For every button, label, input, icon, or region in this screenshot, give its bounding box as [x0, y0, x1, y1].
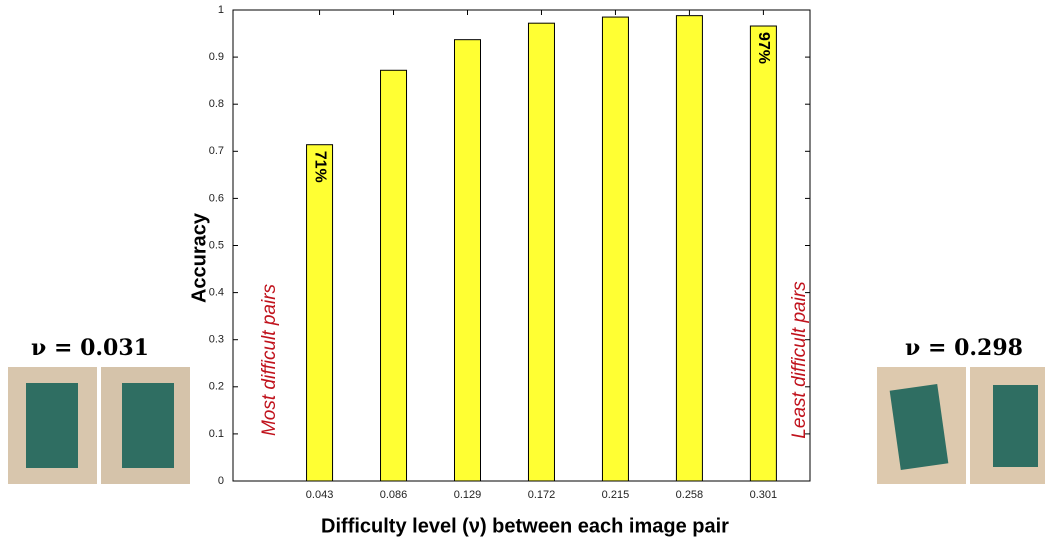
value-label: 97%	[755, 32, 772, 64]
x-tick-label: 0.172	[528, 489, 556, 501]
bar	[528, 23, 554, 481]
pair-label: ν = 0.031	[31, 335, 149, 361]
y-tick-label: 0.7	[209, 145, 224, 157]
bar	[381, 70, 407, 481]
bar	[454, 40, 480, 481]
book	[122, 383, 174, 468]
book	[26, 383, 78, 468]
y-tick-label: 0.3	[209, 334, 224, 346]
y-tick-label: 0	[218, 475, 224, 487]
image-pair	[877, 367, 1045, 484]
value-label: 71%	[311, 151, 328, 183]
annotation: Least difficult pairs	[789, 281, 810, 439]
y-tick-label: 0.9	[209, 51, 224, 63]
y-tick-label: 0.8	[209, 98, 224, 110]
book	[993, 385, 1038, 467]
annotation: Most difficult pairs	[259, 283, 280, 436]
image-pair	[8, 367, 190, 484]
x-axis-label: Difficulty level (ν) between each image …	[321, 515, 729, 537]
y-axis-label: Accuracy	[188, 212, 210, 303]
chart: Accuracy Difficulty level (ν) between ea…	[0, 0, 1050, 548]
x-tick-label: 0.129	[454, 489, 482, 501]
y-tick-label: 0.4	[209, 287, 224, 299]
bar	[676, 16, 702, 481]
y-tick-label: 0.5	[209, 239, 224, 251]
x-tick-label: 0.301	[750, 489, 778, 501]
y-tick-label: 0.2	[209, 381, 224, 393]
x-tick-label: 0.258	[676, 489, 704, 501]
y-tick-label: 0.6	[209, 192, 224, 204]
x-tick-label: 0.043	[306, 489, 334, 501]
y-tick-label: 0.1	[209, 428, 224, 440]
y-tick-label: 1	[218, 4, 224, 16]
bar	[602, 17, 628, 481]
x-tick-label: 0.086	[380, 489, 408, 501]
x-tick-label: 0.215	[602, 489, 630, 501]
bar	[307, 145, 333, 481]
pair-label: ν = 0.298	[905, 335, 1023, 361]
bar	[750, 26, 776, 481]
